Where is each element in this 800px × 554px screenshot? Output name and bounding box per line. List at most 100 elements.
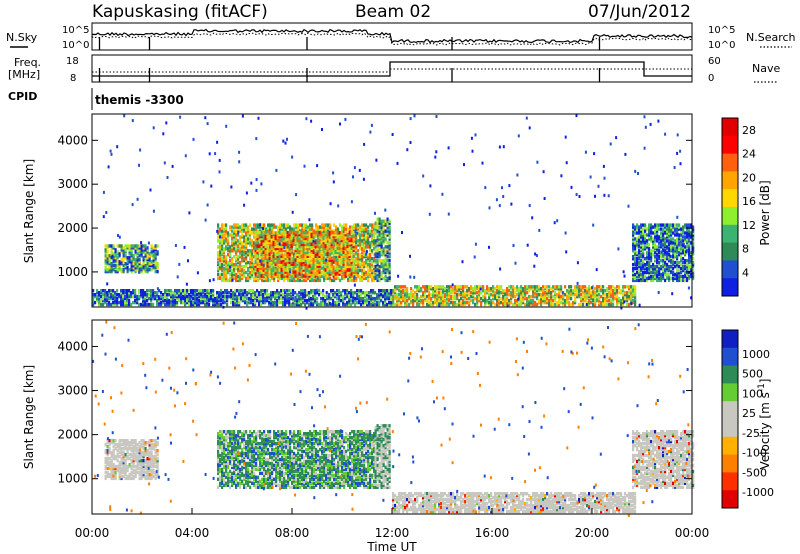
heatmap-cell: [230, 293, 233, 297]
heatmap-cell: [646, 247, 649, 251]
heatmap-cell: [266, 246, 269, 251]
heatmap-cell: [188, 298, 191, 303]
heatmap-cell: [355, 241, 358, 245]
heatmap-cell: [355, 247, 358, 251]
heatmap-cell: [336, 268, 339, 272]
heatmap-cell: [428, 287, 431, 291]
heatmap-cell: [178, 294, 181, 299]
heatmap-cell: [626, 285, 629, 289]
heatmap-cell: [388, 276, 391, 281]
heatmap-cell: [247, 237, 250, 241]
heatmap-cell: [252, 298, 255, 303]
heatmap-cell: [296, 250, 299, 254]
heatmap-cell: [376, 231, 379, 235]
heatmap-cell: [134, 291, 137, 295]
heatmap-cell: [373, 227, 376, 231]
heatmap-cell: [220, 296, 223, 301]
heatmap-cell: [290, 262, 293, 266]
heatmap-cell: [367, 239, 370, 243]
heatmap-cell: [132, 289, 135, 293]
heatmap-cell: [570, 302, 573, 307]
heatmap-cell: [94, 293, 97, 297]
heatmap-cell: [348, 250, 351, 254]
heatmap-cell: [330, 289, 333, 293]
heatmap-cell: [336, 242, 339, 247]
heatmap-cell: [293, 223, 296, 227]
heatmap-cell: [280, 244, 283, 249]
heatmap-cell: [288, 232, 291, 237]
heatmap-cell: [140, 268, 143, 272]
heatmap-cell: [160, 294, 163, 299]
heatmap-cell: [268, 240, 271, 245]
heatmap-cell: [245, 276, 248, 281]
heatmap-cell: [504, 302, 507, 307]
heatmap-cell: [646, 233, 649, 237]
heatmap-cell: [325, 223, 328, 227]
heatmap-cell: [638, 262, 641, 267]
heatmap-cell: [360, 302, 363, 307]
heatmap-cell: [396, 294, 399, 299]
heatmap-cell: [300, 270, 303, 274]
heatmap-cell: [342, 296, 345, 301]
heatmap-cell: [522, 300, 525, 305]
heatmap-cell: [327, 276, 330, 281]
heatmap-cell: [102, 302, 105, 307]
heatmap-cell: [120, 298, 123, 303]
heatmap-cell: [470, 298, 473, 303]
heatmap-cell: [362, 302, 365, 307]
heatmap-cell: [363, 223, 366, 227]
heatmap-cell: [332, 252, 335, 256]
heatmap-cell: [284, 230, 287, 235]
heatmap-cell: [596, 294, 599, 299]
heatmap-cell: [408, 302, 411, 307]
heatmap-cell: [374, 272, 377, 277]
heatmap-cell: [116, 268, 119, 272]
heatmap-cell: [128, 289, 131, 293]
heatmap-cell: [388, 253, 391, 257]
heatmap-cell: [267, 278, 270, 283]
heatmap-cell: [323, 223, 326, 227]
heatmap-cell: [574, 289, 577, 293]
heatmap-cell: [416, 296, 419, 301]
heatmap-cell: [235, 274, 238, 279]
heatmap-cell: [300, 240, 303, 245]
heatmap-cell: [136, 262, 139, 266]
heatmap-cell: [462, 289, 465, 293]
heatmap-cell: [225, 270, 228, 275]
heatmap-cell: [514, 302, 517, 307]
heatmap-cell: [648, 243, 651, 247]
heatmap-cell: [340, 293, 343, 297]
heatmap-cell: [386, 268, 389, 273]
heatmap-cell: [361, 243, 364, 247]
heatmap-cell: [233, 235, 236, 239]
heatmap-cell: [350, 274, 353, 278]
heatmap-cell: [292, 302, 295, 307]
heatmap-cell: [237, 268, 240, 273]
heatmap-cell: [359, 253, 362, 257]
heatmap-cell: [324, 232, 327, 237]
heatmap-cell: [358, 291, 361, 295]
heatmap-cell: [262, 294, 265, 299]
heatmap-cell: [373, 272, 376, 277]
heatmap-cell: [532, 285, 535, 289]
heatmap-cell: [243, 259, 246, 263]
heatmap-cell: [367, 255, 370, 259]
heatmap-cell: [592, 285, 595, 289]
heatmap-cell: [496, 291, 499, 295]
heatmap-cell: [289, 278, 292, 283]
heatmap-cell: [642, 262, 645, 267]
heatmap-cell: [650, 278, 653, 283]
heatmap-cell: [166, 296, 169, 301]
heatmap-cell: [302, 289, 305, 293]
heatmap-cell: [353, 259, 356, 263]
heatmap-cell: [392, 296, 395, 301]
heatmap-cell: [290, 264, 293, 268]
heatmap-cell: [214, 298, 217, 303]
heatmap-cell: [245, 225, 248, 229]
freq-unit-label: [MHz]: [8, 68, 40, 81]
heatmap-cell: [126, 302, 129, 307]
heatmap-cell: [98, 293, 101, 297]
heatmap-cell: [540, 293, 543, 297]
heatmap-cell: [342, 298, 345, 303]
heatmap-cell: [384, 237, 387, 241]
